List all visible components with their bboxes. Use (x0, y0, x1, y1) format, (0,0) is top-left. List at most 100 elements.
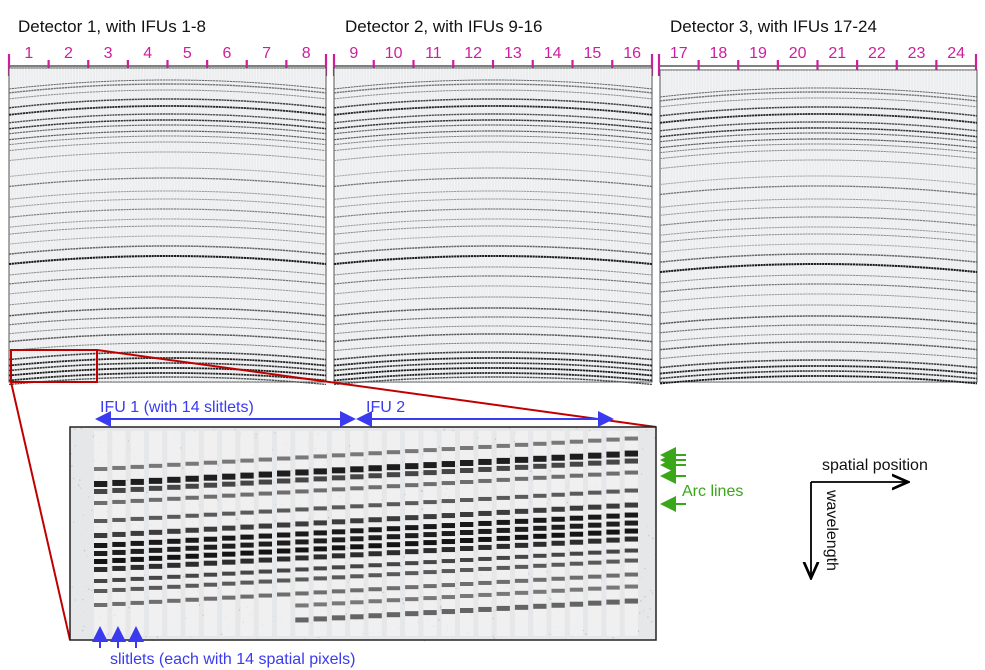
arc-segment (240, 459, 253, 463)
ifu-number: 16 (623, 45, 641, 62)
ifu-number: 12 (464, 45, 482, 62)
arc-segment (606, 560, 619, 564)
arc-segment (588, 473, 601, 477)
arc-segment (515, 495, 528, 499)
arc-segment (570, 540, 583, 545)
arc-segment (423, 596, 436, 600)
arc-segment (222, 536, 235, 541)
arc-segment (222, 526, 235, 531)
arc-segment (94, 519, 107, 523)
arc-segment (423, 610, 436, 615)
arc-segment (423, 540, 436, 545)
arc-segment (423, 470, 436, 475)
arc-segment (423, 584, 436, 588)
arc-segment (295, 531, 308, 536)
arc-segment (204, 553, 217, 558)
arc-segment (259, 480, 272, 485)
arc-segment (606, 522, 619, 527)
arc-segment (222, 596, 235, 600)
arc-segment (149, 486, 162, 491)
arc-segment (442, 583, 455, 587)
arc-segment (588, 439, 601, 443)
arc-segment (460, 446, 473, 450)
arc-segment (423, 524, 436, 529)
arc-segment (533, 590, 546, 594)
arc-segment (423, 448, 436, 452)
arc-segment (405, 449, 418, 453)
arc-segment (369, 599, 382, 603)
arc-segment (405, 541, 418, 546)
arc-segment (332, 601, 345, 605)
arc-segment (259, 570, 272, 574)
arc-segment (314, 488, 327, 492)
arc-segment (497, 566, 510, 570)
arc-segment (570, 576, 583, 580)
arc-segment (167, 599, 180, 603)
arc-segment (259, 594, 272, 598)
arc-segment (204, 545, 217, 550)
arc-segment (588, 561, 601, 565)
arc-segment (332, 615, 345, 620)
arc-segment (240, 559, 253, 564)
arc-segment (332, 553, 345, 558)
arc-segment (332, 575, 345, 579)
arc-segment (277, 549, 290, 554)
arc-segment (606, 438, 619, 442)
ifu-number: 1 (24, 45, 33, 62)
arc-segment (186, 574, 199, 578)
arc-segment (405, 585, 418, 589)
arc-segment (314, 468, 327, 474)
arc-segment (204, 537, 217, 542)
arc-segment (606, 460, 619, 465)
detector-1-title: Detector 1, with IFUs 1-8 (18, 17, 206, 36)
ifu-number: 15 (583, 45, 601, 62)
detector-panels (9, 68, 977, 384)
arc-segment (460, 468, 473, 473)
arc-segment (588, 531, 601, 536)
arc-segment (222, 572, 235, 576)
arc-segment (332, 537, 345, 542)
arc-segment (259, 534, 272, 539)
arc-segment (204, 495, 217, 499)
arc-segment (423, 570, 436, 574)
arc-segment (405, 533, 418, 538)
arc-segment (625, 573, 638, 577)
arc-segment (112, 558, 125, 563)
arc-segment (606, 586, 619, 590)
arc-segment (277, 557, 290, 562)
arc-segment (350, 588, 363, 592)
ifu-number: 17 (670, 45, 688, 62)
arc-segment (131, 557, 144, 562)
arc-segment (94, 559, 107, 564)
arc-segment (131, 601, 144, 605)
ifu-number: 14 (544, 45, 562, 62)
ifu-number: 21 (828, 45, 846, 62)
ifu-number: 24 (947, 45, 965, 62)
arc-segment (222, 494, 235, 498)
arc-segment (186, 476, 199, 482)
arc-segment (350, 486, 363, 490)
arc-segment (350, 518, 363, 523)
arc-segment (497, 544, 510, 549)
arc-segment (186, 554, 199, 559)
arc-segment (222, 560, 235, 565)
detector-panel-3 (660, 70, 977, 384)
arc-segment (497, 458, 510, 464)
arc-segment (515, 535, 528, 540)
arc-segment (460, 594, 473, 598)
arc-segment (112, 578, 125, 582)
arc-segment (240, 473, 253, 479)
arc-segment (94, 489, 107, 494)
arc-segment (277, 593, 290, 597)
arc-segment (460, 530, 473, 535)
arc-segment (570, 524, 583, 529)
arc-segment (295, 539, 308, 544)
arc-segment (149, 564, 162, 569)
arc-segment (314, 538, 327, 543)
arc-segment (625, 471, 638, 475)
arc-segment (94, 551, 107, 556)
arc-segment (277, 457, 290, 461)
arc-segment (350, 504, 363, 508)
arc-segment (552, 603, 565, 608)
arc-segment (442, 481, 455, 485)
